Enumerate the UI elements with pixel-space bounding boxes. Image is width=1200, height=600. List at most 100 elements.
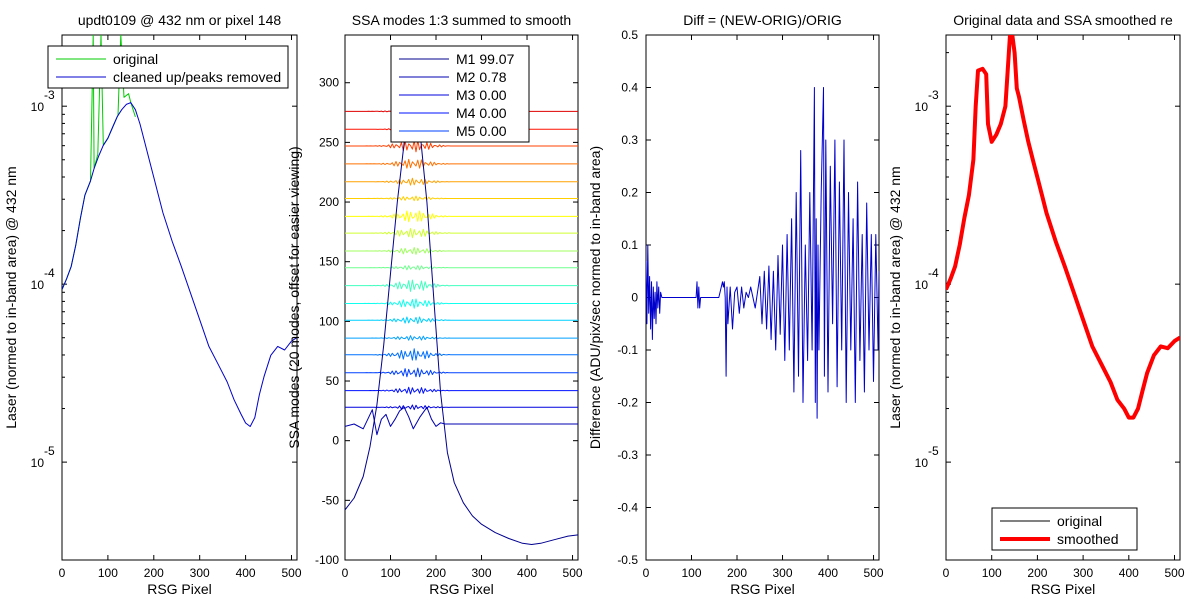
y-tick-label: 200 bbox=[319, 195, 339, 209]
y-tick-label: 0.3 bbox=[621, 133, 638, 147]
series-line-2 bbox=[946, 35, 1180, 420]
series-line-2 bbox=[345, 406, 578, 436]
x-tick-label: 0 bbox=[643, 566, 650, 580]
legend bbox=[47, 45, 289, 89]
y-axis-label: Laser (normed to in-band area) @ 432 nm bbox=[3, 166, 19, 428]
mode-line bbox=[345, 298, 578, 309]
y-tick-exponent: -4 bbox=[44, 266, 55, 280]
plot-area bbox=[61, 34, 298, 561]
y-tick-base: 10 bbox=[915, 456, 929, 470]
series-line-2 bbox=[62, 102, 297, 427]
x-tick-label: 300 bbox=[190, 566, 210, 580]
chart-title: SSA modes 1:3 summed to smooth bbox=[352, 12, 571, 28]
legend bbox=[991, 507, 1138, 551]
y-tick-label: -50 bbox=[322, 493, 340, 507]
x-axis-label: RSG Pixel bbox=[147, 581, 212, 597]
y-axis-label: SSA modes (20 modes, offset for easier v… bbox=[286, 146, 302, 448]
y-tick-label: 150 bbox=[319, 255, 339, 269]
x-tick-label: 200 bbox=[727, 566, 747, 580]
x-tick-label: 500 bbox=[864, 566, 884, 580]
series-group bbox=[345, 107, 578, 545]
x-tick-label: 400 bbox=[818, 566, 838, 580]
y-tick-exponent: -4 bbox=[928, 266, 939, 280]
legend-entry: M1 99.07 bbox=[456, 51, 515, 67]
panel-3: Diff = (NEW-ORIG)/ORIG RSG Pixel Differenc… bbox=[587, 12, 884, 597]
y-tick-exponent: -5 bbox=[44, 444, 55, 458]
x-tick-label: 500 bbox=[1165, 566, 1185, 580]
panel-2: SSA modes 1:3 summed to smooth RSG Pixel S… bbox=[286, 12, 583, 597]
mode-line bbox=[345, 335, 578, 341]
legend-entry: original bbox=[1057, 513, 1102, 529]
series-group bbox=[646, 87, 879, 419]
y-tick-base: 10 bbox=[31, 100, 45, 114]
y-tick-label: -0.4 bbox=[617, 501, 638, 515]
mode-line bbox=[345, 386, 578, 395]
mode-line bbox=[345, 279, 578, 292]
legend-entry: M5 0.00 bbox=[456, 123, 507, 139]
chart-title: updt0109 @ 432 nm or pixel 148 bbox=[78, 12, 282, 28]
legend bbox=[390, 45, 530, 143]
x-tick-label: 400 bbox=[236, 566, 256, 580]
x-tick-label: 100 bbox=[681, 566, 701, 580]
y-tick-label: 100 bbox=[319, 314, 339, 328]
x-tick-label: 300 bbox=[472, 566, 492, 580]
legend-entry: M3 0.00 bbox=[456, 87, 507, 103]
x-tick-label: 0 bbox=[943, 566, 950, 580]
x-axis-label: RSG Pixel bbox=[1031, 581, 1096, 597]
x-tick-label: 100 bbox=[98, 566, 118, 580]
y-tick-label: 0.5 bbox=[621, 28, 638, 42]
y-tick-exponent: -3 bbox=[928, 88, 939, 102]
series-group bbox=[946, 35, 1180, 420]
y-tick-label: 0 bbox=[631, 291, 638, 305]
y-tick-base: 10 bbox=[31, 456, 45, 470]
mode-line bbox=[345, 367, 578, 378]
x-axis-label: RSG Pixel bbox=[429, 581, 494, 597]
mode-line bbox=[345, 210, 578, 223]
y-tick-exponent: -5 bbox=[928, 444, 939, 458]
y-tick-label: -100 bbox=[315, 553, 339, 567]
x-tick-label: 200 bbox=[144, 566, 164, 580]
chart-title: Original data and SSA smoothed re bbox=[953, 12, 1173, 28]
x-tick-label: 0 bbox=[59, 566, 66, 580]
y-tick-base: 10 bbox=[915, 278, 929, 292]
x-tick-label: 100 bbox=[982, 566, 1002, 580]
series-line-1 bbox=[646, 87, 879, 419]
y-tick-label: 50 bbox=[326, 374, 340, 388]
legend-entry: M2 0.78 bbox=[456, 69, 507, 85]
panel-1: updt0109 @ 432 nm or pixel 148 RSG Pixel L… bbox=[3, 12, 302, 597]
series-line-1 bbox=[345, 113, 578, 545]
x-tick-label: 500 bbox=[563, 566, 583, 580]
mode-line bbox=[345, 158, 578, 169]
y-tick-label: -0.3 bbox=[617, 448, 638, 462]
plot-area bbox=[945, 34, 1181, 561]
mode-line bbox=[345, 228, 578, 239]
y-tick-label: 0.2 bbox=[621, 186, 638, 200]
mode-line bbox=[345, 404, 578, 411]
x-tick-label: 400 bbox=[517, 566, 537, 580]
x-tick-label: 0 bbox=[342, 566, 349, 580]
y-tick-label: 300 bbox=[319, 76, 339, 90]
mode-line bbox=[345, 348, 578, 361]
x-tick-label: 200 bbox=[426, 566, 446, 580]
y-axis-label: Difference (ADU/pix/sec normed to in-ban… bbox=[587, 146, 603, 449]
y-tick-label: -0.1 bbox=[617, 343, 638, 357]
legend-entry: cleaned up/peaks removed bbox=[113, 69, 281, 85]
legend-entry: original bbox=[113, 51, 158, 67]
x-tick-label: 300 bbox=[773, 566, 793, 580]
mode-line bbox=[345, 316, 578, 324]
x-tick-label: 200 bbox=[1027, 566, 1047, 580]
y-tick-label: 0.1 bbox=[621, 238, 638, 252]
chart-title: Diff = (NEW-ORIG)/ORIG bbox=[683, 12, 842, 28]
y-axis-label: Laser (normed to in-band area) @ 432 nm bbox=[887, 166, 903, 428]
y-tick-label: 0 bbox=[332, 434, 339, 448]
x-axis-label: RSG Pixel bbox=[730, 581, 795, 597]
y-tick-exponent: -3 bbox=[44, 88, 55, 102]
y-tick-label: -0.2 bbox=[617, 396, 638, 410]
x-tick-label: 100 bbox=[380, 566, 400, 580]
legend-entry: M4 0.00 bbox=[456, 105, 507, 121]
mode-line bbox=[345, 140, 578, 153]
y-tick-label: 250 bbox=[319, 135, 339, 149]
mode-line bbox=[345, 177, 578, 186]
x-tick-label: 400 bbox=[1119, 566, 1139, 580]
